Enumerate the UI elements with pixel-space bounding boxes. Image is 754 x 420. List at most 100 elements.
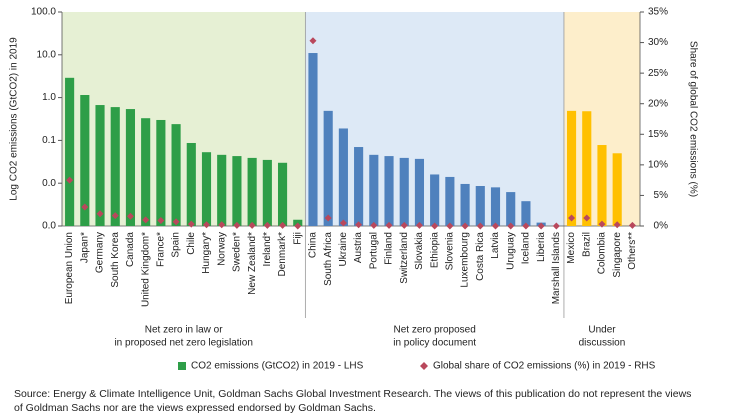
source: of Goldman Sachs nor are the views expre… <box>14 402 376 414</box>
y-tick-label: 1.0 <box>42 92 56 103</box>
bar <box>612 153 622 226</box>
share-marker <box>537 222 545 230</box>
y2-tick-label: 30% <box>648 37 668 48</box>
x-tick-label: Mexico <box>566 232 577 264</box>
bar <box>323 110 333 226</box>
bar <box>156 119 166 226</box>
legend-swatch <box>420 362 428 370</box>
group-label: in proposed net zero legislation <box>114 338 252 349</box>
share-marker <box>339 219 347 227</box>
x-tick-label: Portugal <box>368 232 379 269</box>
share-marker <box>81 203 89 211</box>
x-tick-label: Finland <box>384 232 395 265</box>
bar <box>430 174 440 226</box>
share-marker <box>492 222 499 230</box>
y-tick-label: 0.0 <box>42 221 56 232</box>
bar <box>308 53 318 226</box>
group-label: in policy document <box>393 338 476 349</box>
x-tick-label: Switzerland <box>399 232 410 284</box>
x-tick-label: South Africa <box>323 232 334 286</box>
x-tick-label: Ukraine <box>338 232 349 267</box>
x-tick-label: Ireland* <box>262 232 273 267</box>
x-tick-label: France* <box>156 232 167 267</box>
share-marker <box>415 221 423 229</box>
bar <box>445 176 455 226</box>
share-marker <box>400 221 408 229</box>
x-tick-label: Norway <box>216 232 227 266</box>
share-marker <box>613 221 621 229</box>
share-marker <box>568 214 576 222</box>
source: Source: Energy & Climate Intelligence Un… <box>14 388 691 400</box>
bar <box>65 77 75 227</box>
bar <box>414 158 425 226</box>
x-tick-label: New Zealand* <box>247 232 258 295</box>
share-marker <box>203 221 210 229</box>
share-marker <box>111 212 119 220</box>
x-tick-label: Ethiopia <box>429 232 440 269</box>
bar <box>521 201 531 226</box>
bar <box>475 186 485 226</box>
bar <box>369 154 379 226</box>
share-marker <box>461 222 469 230</box>
legend-label: Global share of CO2 emissions (%) in 201… <box>433 361 656 372</box>
share-marker <box>324 214 332 222</box>
x-tick-label: Slovenia <box>445 232 456 271</box>
y2-tick-label: 5% <box>654 190 669 201</box>
share-marker <box>628 221 636 229</box>
share-marker <box>218 221 226 229</box>
y-tick-label: 0.0 <box>42 178 56 189</box>
bar <box>217 154 227 226</box>
bar <box>110 107 120 226</box>
share-marker <box>142 216 150 224</box>
share-marker <box>446 222 454 230</box>
y2-axis-title: Share of global CO2 emissions (%) <box>687 41 698 197</box>
bar <box>171 124 181 226</box>
share-marker <box>294 222 302 230</box>
bar <box>247 157 257 226</box>
y-tick-label: 10.0 <box>37 49 57 60</box>
bar <box>490 187 501 226</box>
x-tick-label: Fiji <box>292 232 303 245</box>
share-marker <box>385 221 393 229</box>
bar <box>506 192 516 226</box>
bar <box>277 162 288 226</box>
x-tick-label: Slovakia <box>414 232 425 270</box>
share-marker <box>431 222 439 230</box>
x-tick-label: Singapore <box>612 232 623 278</box>
legend-swatch <box>178 362 186 370</box>
share-marker <box>309 37 317 45</box>
x-tick-label: Austria <box>353 232 364 264</box>
share-marker <box>583 214 591 222</box>
y2-tick-label: 10% <box>648 159 668 170</box>
bar <box>460 183 470 226</box>
bar <box>262 159 272 226</box>
y2-tick-label: 25% <box>648 68 668 79</box>
legend-label: CO2 emissions (GtCO2) in 2019 - LHS <box>191 361 364 372</box>
bar <box>582 111 592 226</box>
bar <box>399 157 409 226</box>
x-tick-label: South Korea <box>110 232 121 288</box>
x-tick-label: Denmark* <box>277 232 288 277</box>
share-marker <box>187 220 195 228</box>
x-tick-label: Liberia <box>536 232 547 262</box>
y2-tick-label: 35% <box>648 7 668 18</box>
x-tick-label: European Union <box>64 232 75 304</box>
y-axis-title: Log CO2 emissions (GtCO2) in 2019 <box>9 37 20 201</box>
share-marker <box>66 176 74 184</box>
share-marker <box>355 221 363 229</box>
group-label: Net zero proposed <box>394 325 476 336</box>
bar <box>186 142 196 226</box>
bar <box>354 147 364 226</box>
bar <box>201 152 212 226</box>
bar <box>384 156 394 226</box>
group-label: Under <box>588 325 616 336</box>
share-marker <box>263 221 271 229</box>
share-marker <box>157 216 165 224</box>
bar <box>232 156 242 226</box>
share-marker <box>248 221 256 229</box>
bar <box>566 110 577 226</box>
share-marker <box>370 221 378 229</box>
y-tick-label: 100.0 <box>31 7 56 18</box>
bar <box>141 118 151 226</box>
